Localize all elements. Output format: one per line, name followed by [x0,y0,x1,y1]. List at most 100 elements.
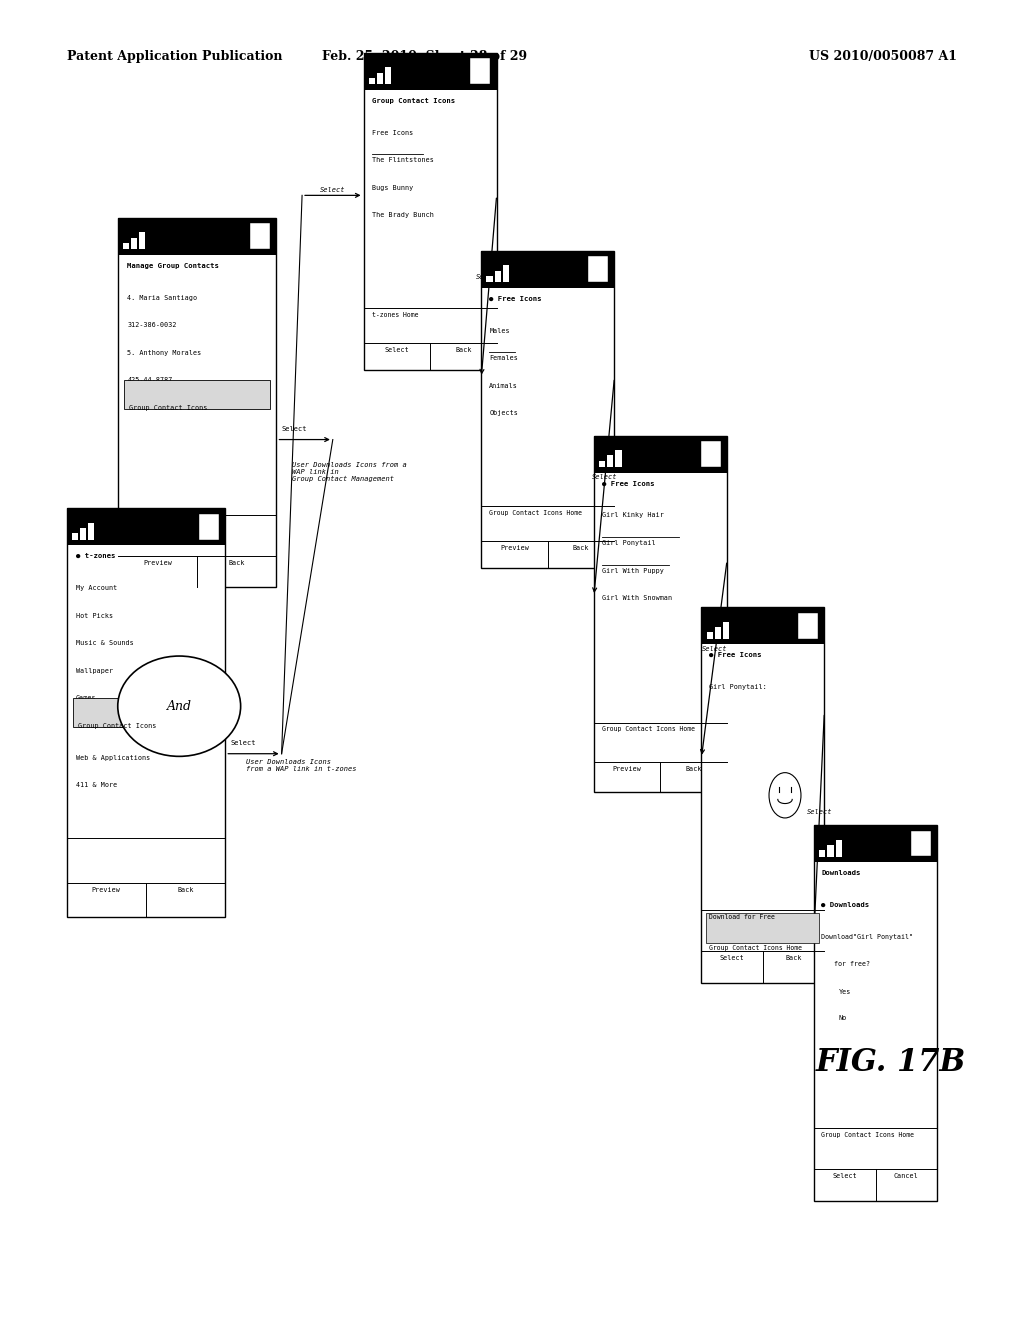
Text: Group Contact Icons: Group Contact Icons [129,405,207,411]
Text: Group Contact Icons: Group Contact Icons [78,723,156,729]
Text: Hot Picks: Hot Picks [76,612,114,619]
Text: Select: Select [701,647,727,652]
Text: Animals: Animals [489,383,518,389]
Bar [364,53,497,370]
Text: Patent Application Publication: Patent Application Publication [67,50,282,63]
Bar [139,232,145,249]
Bar [250,223,270,249]
Text: ● Free Icons: ● Free Icons [602,480,654,487]
Bar [701,607,824,644]
Text: Select: Select [592,474,616,480]
Ellipse shape [769,772,801,818]
Bar [707,632,713,639]
Text: My Account: My Account [76,585,118,591]
Text: The Flintstones: The Flintstones [372,157,433,164]
Text: Select: Select [321,186,345,193]
Bar [199,513,219,540]
Text: Girl Kinky Hair: Girl Kinky Hair [602,512,664,519]
Text: User Downloads Icons
from a WAP link in t-zones: User Downloads Icons from a WAP link in … [246,759,356,772]
Text: Objects: Objects [489,411,518,416]
Bar [369,78,375,84]
Text: Wallpaper: Wallpaper [76,668,114,673]
Bar [67,508,225,917]
Bar [594,436,727,473]
Text: Girl Ponytail: Girl Ponytail [602,540,655,546]
Bar [715,627,721,639]
Bar [701,607,824,983]
Text: ● Downloads: ● Downloads [821,902,869,908]
Text: Group Contact Icons Home: Group Contact Icons Home [821,1131,914,1138]
Bar [723,622,729,639]
Text: Music & Sounds: Music & Sounds [76,640,134,647]
Text: Download for Free: Download for Free [709,913,775,920]
Text: Back: Back [685,766,702,772]
Bar [607,455,613,467]
Text: for free?: for free? [834,961,869,968]
Bar [707,912,819,944]
Text: Back: Back [177,887,194,892]
Text: 425-44-8787: 425-44-8787 [127,378,173,383]
Bar [615,450,622,467]
Text: Manage Group Contacts: Manage Group Contacts [127,263,219,269]
Bar [798,612,818,639]
Text: Preview: Preview [143,560,172,566]
Text: Download"Girl Ponytail": Download"Girl Ponytail" [821,933,913,940]
Text: Preview: Preview [92,887,121,892]
Text: Select: Select [720,956,744,961]
Text: Select: Select [282,426,307,432]
Text: Cancel: Cancel [894,1173,919,1179]
Bar [123,243,129,249]
Bar [836,840,842,857]
Bar [814,825,937,862]
Bar [377,73,383,84]
Text: Girl With Snowman: Girl With Snowman [602,595,672,601]
Text: Preview: Preview [612,766,642,772]
Bar [67,508,225,545]
Text: Select: Select [384,347,410,352]
Text: Yes: Yes [839,989,851,995]
Text: Back: Back [785,956,802,961]
Bar [470,58,490,84]
Text: Group Contact Icons Home: Group Contact Icons Home [709,945,802,950]
Text: ● t-zones: ● t-zones [76,553,116,560]
Bar [118,218,276,587]
Bar [827,845,834,857]
Text: Preview: Preview [500,545,529,550]
Bar [118,218,276,255]
Bar [594,436,727,792]
Text: User Downloads Icons from a
WAP link in
Group Contact Management: User Downloads Icons from a WAP link in … [292,462,407,482]
Text: US 2010/0050087 A1: US 2010/0050087 A1 [809,50,957,63]
Text: Select: Select [230,739,256,746]
Bar [72,533,78,540]
Text: No: No [839,1015,847,1022]
Text: Back: Back [455,347,472,352]
Bar [80,528,86,540]
Text: 411 & More: 411 & More [76,783,118,788]
Bar [481,251,614,568]
Bar [819,850,825,857]
Text: Downloads: Downloads [821,870,861,876]
Text: Select: Select [807,809,831,814]
Text: Games: Games [76,696,96,701]
Bar [486,276,493,282]
Bar [910,830,931,857]
Text: 5. Anthony Morales: 5. Anthony Morales [127,350,202,356]
Text: ● Free Icons: ● Free Icons [709,652,761,659]
Bar [131,238,137,249]
Text: Group Contact Icons Home: Group Contact Icons Home [489,510,583,516]
Text: t-zones Home: t-zones Home [372,312,418,318]
Bar [385,67,391,84]
Bar [495,271,501,282]
Text: The Brady Bunch: The Brady Bunch [372,213,433,218]
Text: FIG. 17B: FIG. 17B [816,1047,966,1078]
Bar [588,256,608,282]
Text: Males: Males [489,327,510,334]
Text: Females: Females [489,355,518,362]
Text: Back: Back [572,545,590,550]
Bar [481,251,614,288]
Text: Select: Select [833,1173,857,1179]
Bar [599,461,605,467]
Text: Free Icons: Free Icons [372,129,413,136]
Bar [700,441,721,467]
Text: Select: Select [476,273,502,280]
